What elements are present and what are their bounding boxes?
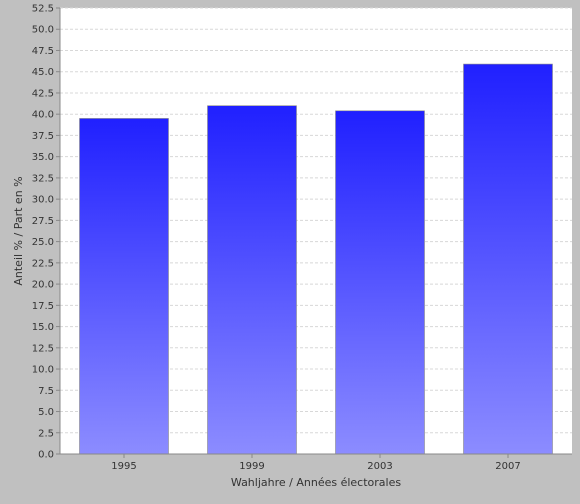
y-tick-label: 2.5	[38, 428, 54, 439]
y-tick-label: 10.0	[32, 365, 54, 376]
x-axis-ticks: 1995 1999 2003 2007	[111, 454, 521, 472]
y-tick-label: 47.5	[32, 46, 54, 57]
bars	[79, 63, 553, 455]
y-tick-label: 12.5	[32, 343, 54, 354]
y-tick-label: 20.0	[32, 280, 54, 291]
y-tick-label: 25.0	[32, 237, 54, 248]
y-tick-label: 50.0	[32, 25, 54, 36]
y-tick-label: 15.0	[32, 322, 54, 333]
x-axis-label: Wahljahre / Années électorales	[231, 476, 401, 489]
bar-1999	[207, 105, 297, 455]
y-tick-label: 37.5	[32, 131, 54, 142]
y-tick-label: 30.0	[32, 195, 54, 206]
y-tick-label: 40.0	[32, 110, 54, 121]
y-tick-label: 52.5	[32, 4, 54, 15]
bar-2007	[463, 63, 553, 455]
y-tick-label: 32.5	[32, 173, 54, 184]
y-tick-label: 0.0	[38, 450, 54, 461]
y-tick-label: 22.5	[32, 258, 54, 269]
y-axis-ticks: 0.0 2.5 5.0 7.5 10.0 12.5 15.0 17.5 20.0 22.5 25.0…	[32, 4, 60, 461]
x-tick-label: 2003	[367, 461, 392, 472]
x-tick-label: 2007	[495, 461, 520, 472]
y-axis-label: Anteil % / Part en %	[12, 176, 25, 285]
y-tick-label: 7.5	[38, 386, 54, 397]
bar-2003	[335, 110, 425, 455]
x-tick-label: 1995	[111, 461, 136, 472]
bar-1995	[79, 118, 169, 455]
y-tick-label: 42.5	[32, 88, 54, 99]
y-tick-label: 17.5	[32, 301, 54, 312]
y-tick-label: 5.0	[38, 407, 54, 418]
x-tick-label: 1999	[239, 461, 264, 472]
y-tick-label: 27.5	[32, 216, 54, 227]
y-tick-label: 45.0	[32, 67, 54, 78]
y-tick-label: 35.0	[32, 152, 54, 163]
